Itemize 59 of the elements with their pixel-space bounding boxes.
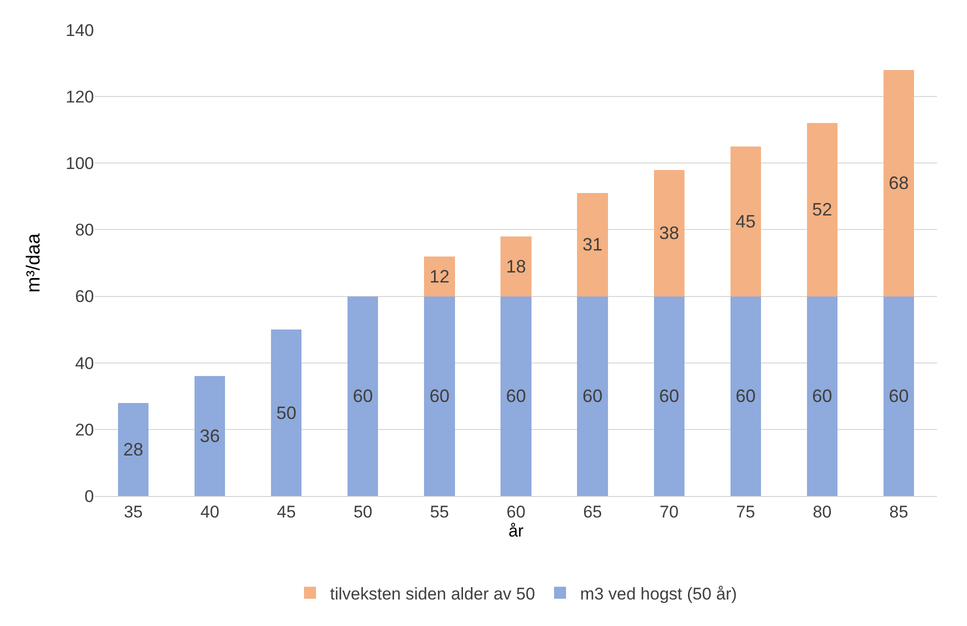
data-label: 18 xyxy=(506,256,526,276)
bar xyxy=(730,146,761,296)
data-label: 12 xyxy=(429,266,450,286)
y-tick-label: 80 xyxy=(75,220,94,240)
bar xyxy=(654,170,684,296)
x-tick-label: 40 xyxy=(200,502,220,522)
bar xyxy=(577,296,608,496)
y-tick-label: 120 xyxy=(66,88,94,107)
x-tick-label: 45 xyxy=(276,502,296,522)
bar xyxy=(194,376,226,496)
y-tick-label: 140 xyxy=(66,20,94,40)
x-tick-label: 35 xyxy=(124,502,143,522)
bar xyxy=(424,296,455,496)
data-label: 68 xyxy=(888,173,909,194)
bar xyxy=(883,70,914,296)
data-label: 60 xyxy=(582,386,603,406)
x-tick-label: 65 xyxy=(583,502,602,522)
y-axis-title: m³/daa xyxy=(23,233,44,293)
bar xyxy=(883,296,914,496)
data-label: 36 xyxy=(200,426,220,446)
x-tick-label: 70 xyxy=(660,502,679,522)
legend-label: m3 ved hogst (50 år) xyxy=(580,584,737,604)
bar xyxy=(424,256,455,296)
data-label: 31 xyxy=(582,234,603,255)
data-label: 52 xyxy=(812,200,832,220)
data-label: 38 xyxy=(659,223,680,244)
bar xyxy=(348,296,378,496)
data-label: 45 xyxy=(736,211,756,232)
x-tick-label: 80 xyxy=(812,502,832,522)
data-label: 60 xyxy=(429,386,450,406)
bar xyxy=(271,330,302,496)
legend-label: tilveksten siden alder av 50 xyxy=(330,584,536,604)
y-tick-label: 40 xyxy=(75,354,94,373)
x-tick-label: 50 xyxy=(353,502,372,522)
bar xyxy=(500,236,532,296)
data-label: 60 xyxy=(736,386,756,406)
data-label: 60 xyxy=(888,386,909,406)
y-tick-label: 60 xyxy=(75,287,94,306)
data-label: 28 xyxy=(123,439,144,460)
y-tick-label: 0 xyxy=(84,486,94,506)
bar xyxy=(730,296,761,496)
data-label: 50 xyxy=(276,402,296,423)
y-tick-label: 20 xyxy=(75,420,94,440)
data-label: 60 xyxy=(352,386,373,406)
bar xyxy=(654,296,684,496)
data-label: 60 xyxy=(659,386,680,406)
x-tick-label: 75 xyxy=(736,502,756,522)
x-tick-label: 55 xyxy=(430,502,449,522)
bar xyxy=(118,402,149,496)
bar xyxy=(500,296,532,496)
x-tick-label: 85 xyxy=(889,502,908,522)
data-label: 60 xyxy=(506,386,526,406)
x-axis-title: år xyxy=(508,521,524,540)
bar xyxy=(577,193,608,296)
bar xyxy=(806,123,838,296)
x-tick-label: 60 xyxy=(506,502,526,522)
y-tick-label: 100 xyxy=(66,154,94,174)
bar xyxy=(806,296,838,496)
data-label: 60 xyxy=(812,386,832,406)
